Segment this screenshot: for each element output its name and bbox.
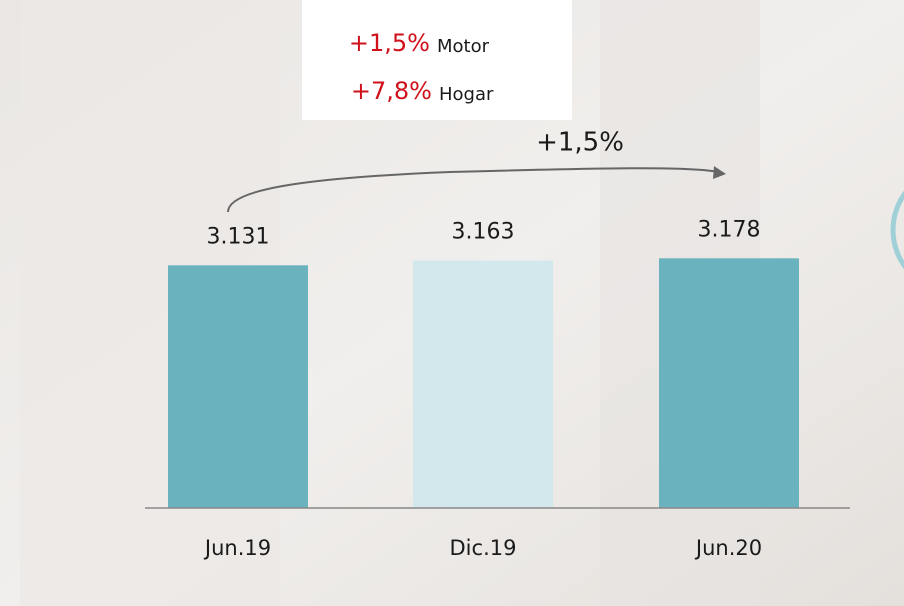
breakdown-label: Hogar: [439, 84, 494, 105]
breakdown-change: +1,5%: [349, 29, 430, 57]
value-label: 3.178: [698, 217, 761, 242]
chart: +1,5% +1,5% Motor +7,8% Hogar 3.131 Jun.1…: [0, 0, 904, 606]
growth-label: +1,5%: [536, 128, 624, 158]
bar: [168, 265, 308, 508]
value-label: 3.131: [207, 224, 270, 249]
bar: [413, 261, 553, 508]
page: +1,5% +1,5% Motor +7,8% Hogar 3.131 Jun.1…: [0, 0, 904, 606]
breakdown-label: Motor: [437, 36, 490, 57]
annotation-box: [302, 0, 572, 120]
breakdown-change: +7,8%: [351, 77, 432, 105]
value-label: 3.163: [452, 220, 515, 245]
bar: [659, 258, 799, 508]
x-tick-label: Jun.20: [694, 536, 762, 560]
x-tick-label: Dic.19: [450, 536, 517, 560]
x-tick-label: Jun.19: [203, 536, 271, 560]
